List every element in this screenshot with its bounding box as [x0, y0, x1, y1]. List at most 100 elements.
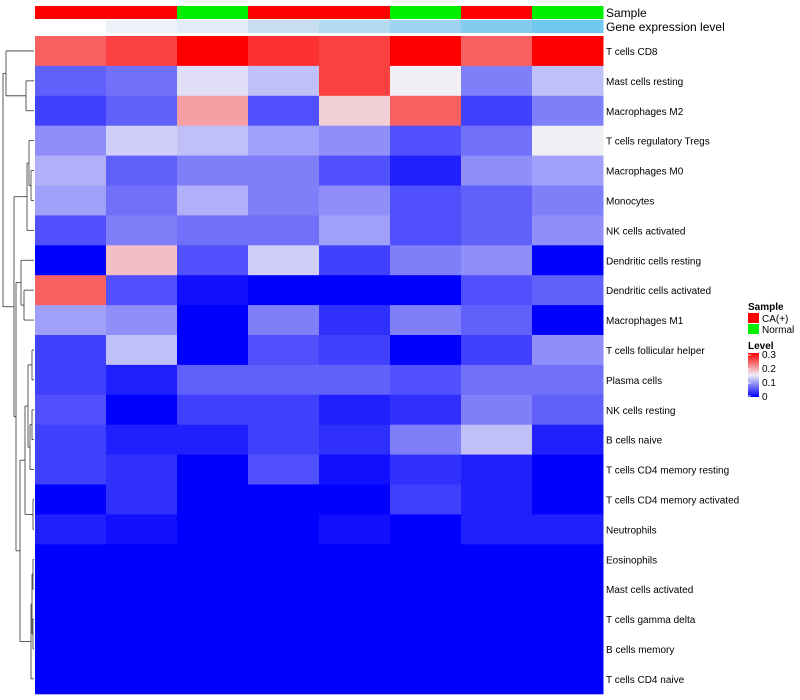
- sample-annotation-cell: [106, 6, 178, 19]
- heatmap-cell: [106, 335, 178, 366]
- heatmap-cell: [248, 215, 320, 246]
- heatmap-cell: [35, 36, 107, 67]
- heatmap-cell: [319, 95, 391, 127]
- heatmap-cell: [390, 335, 462, 366]
- heatmap-cell: [177, 454, 249, 485]
- legend-tick-label: 0.1: [762, 378, 776, 389]
- heatmap-cell: [177, 275, 249, 306]
- legend-label-ca-plus: CA(+): [762, 314, 788, 325]
- row-label: Dendritic cells resting: [606, 256, 701, 267]
- heatmap-cell: [461, 574, 533, 605]
- annotation-label-sample: Sample: [606, 6, 647, 20]
- row-label: T cells gamma delta: [606, 615, 696, 626]
- heatmap-cell: [248, 275, 320, 306]
- sample-annotation-bar: [35, 6, 604, 19]
- heatmap-cell: [319, 544, 391, 575]
- gene-expression-annotation-cell: [248, 20, 320, 33]
- heatmap-cell: [106, 424, 178, 456]
- row-label: T cells CD4 naive: [606, 675, 685, 686]
- heatmap-cell: [35, 125, 107, 157]
- heatmap-cell: [319, 125, 391, 157]
- heatmap-cell: [390, 95, 462, 127]
- heatmap-cell: [319, 245, 391, 276]
- heatmap-cell: [390, 245, 462, 276]
- heatmap-cell: [390, 663, 462, 695]
- legend-sample-title: Sample: [748, 302, 784, 313]
- gene-expression-annotation-bar: [35, 20, 604, 33]
- heatmap-cell: [532, 364, 604, 396]
- heatmap-cell: [106, 275, 178, 306]
- sample-annotation-cell: [532, 6, 604, 19]
- heatmap-cell: [390, 454, 462, 485]
- gene-expression-annotation-cell: [461, 20, 533, 33]
- heatmap-cell: [106, 305, 178, 336]
- heatmap-cell: [390, 634, 462, 665]
- sample-annotation-cell: [390, 6, 462, 19]
- row-label: Monocytes: [606, 196, 654, 207]
- heatmap-cell: [35, 95, 107, 127]
- gene-expression-annotation-cell: [106, 20, 178, 33]
- heatmap-cell: [248, 544, 320, 575]
- row-label: Mast cells resting: [606, 77, 683, 88]
- heatmap-cell: [106, 65, 178, 97]
- sample-annotation-cell: [461, 6, 533, 19]
- row-label: NK cells resting: [606, 406, 675, 417]
- heatmap-cell: [35, 305, 107, 336]
- heatmap-cell: [106, 215, 178, 246]
- heatmap-cell: [461, 95, 533, 127]
- heatmap-cell: [461, 484, 533, 515]
- row-label: B cells naive: [606, 436, 663, 447]
- row-label: T cells CD4 memory resting: [606, 466, 729, 477]
- heatmap-cell: [532, 95, 604, 127]
- heatmap-cell: [248, 364, 320, 396]
- heatmap-cell: [390, 185, 462, 216]
- heatmap-cell: [248, 604, 320, 635]
- heatmap-cell: [532, 245, 604, 276]
- heatmap-cell: [177, 544, 249, 575]
- heatmap-cell: [106, 245, 178, 276]
- heatmap-cell: [461, 305, 533, 336]
- heatmap-cell: [248, 65, 320, 97]
- heatmap-cell: [248, 305, 320, 336]
- heatmap-cell: [35, 424, 107, 456]
- heatmap-cell: [106, 185, 178, 216]
- heatmap-cell: [390, 514, 462, 545]
- heatmap-cell: [461, 424, 533, 456]
- row-dendrogram: [2, 50, 34, 680]
- heatmap-cell: [177, 245, 249, 276]
- gene-expression-annotation-cell: [177, 20, 249, 33]
- legend-swatch-ca-plus: [748, 313, 759, 323]
- heatmap-cell: [390, 36, 462, 67]
- heatmap-cell: [248, 394, 320, 426]
- heatmap-cell: [177, 155, 249, 186]
- heatmap-cell: [248, 245, 320, 276]
- sample-annotation-cell: [319, 6, 391, 19]
- heatmap-cell: [532, 65, 604, 97]
- heatmap-cell: [319, 305, 391, 336]
- heatmap-cell: [248, 514, 320, 545]
- gene-expression-annotation-cell: [319, 20, 391, 33]
- row-label: Plasma cells: [606, 376, 662, 387]
- row-label: T cells CD8: [606, 47, 658, 58]
- heatmap-cell: [248, 454, 320, 485]
- heatmap-cell: [177, 484, 249, 515]
- heatmap-cell: [35, 574, 107, 605]
- heatmap-cell: [461, 514, 533, 545]
- heatmap-cell: [532, 36, 604, 67]
- heatmap-cell: [532, 155, 604, 186]
- sample-annotation-cell: [248, 6, 320, 19]
- heatmap-cell: [390, 65, 462, 97]
- heatmap-cell: [248, 574, 320, 605]
- heatmap-cell: [177, 424, 249, 456]
- heatmap-cell: [177, 95, 249, 127]
- heatmap-cell: [319, 454, 391, 485]
- heatmap-cell: [319, 275, 391, 306]
- heatmap-cell: [390, 275, 462, 306]
- heatmap-cell: [177, 125, 249, 157]
- heatmap-cell: [532, 125, 604, 157]
- heatmap-cell: [35, 394, 107, 426]
- heatmap-cell: [390, 484, 462, 515]
- heatmap-cell: [35, 185, 107, 216]
- gene-expression-annotation-cell: [532, 20, 604, 33]
- legend-tick-label: 0.2: [762, 364, 776, 375]
